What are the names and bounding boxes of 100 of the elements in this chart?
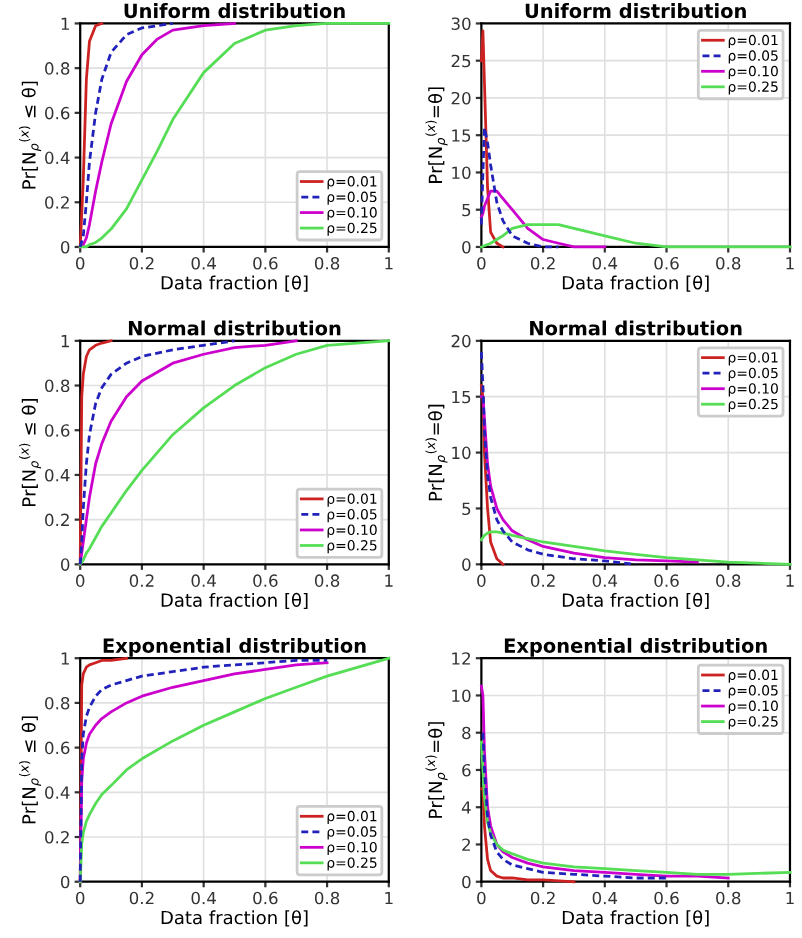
x-axis-title: Data fraction [θ]	[161, 910, 308, 927]
line-series	[479, 126, 560, 249]
y-tick-label: 5	[462, 502, 471, 516]
x-tick-label: 0.2	[530, 574, 555, 587]
x-tick-label: 1	[786, 574, 794, 587]
y-tick-label: 4	[461, 801, 471, 814]
y-tick-label: 10	[452, 689, 471, 703]
x-tick-label: 0	[76, 574, 85, 587]
x-tick-label: 1	[385, 257, 393, 270]
line-series	[479, 787, 576, 884]
x-tick-label: 0.6	[654, 574, 679, 587]
y-tick-label: 0	[60, 875, 70, 889]
y-tick-label: 0	[60, 558, 70, 571]
line-series	[78, 22, 391, 249]
y-tick-label: 0.8	[45, 379, 70, 393]
y-tick-label: 0	[462, 240, 471, 254]
line-series	[78, 656, 391, 884]
x-tick-label: 0.8	[716, 574, 741, 587]
x-tick-label: 0.6	[654, 891, 679, 905]
x-tick-label: 0.2	[530, 891, 555, 905]
x-tick-label: 0	[477, 574, 486, 587]
x-tick-label: 1	[786, 257, 794, 270]
y-tick-label: 0.4	[45, 151, 70, 165]
y-tick-label: 25	[451, 54, 471, 68]
x-tick-label: 0.6	[253, 256, 278, 270]
x-axis-title: Data fraction [θ]	[161, 275, 308, 292]
y-tick-label: 5	[462, 203, 471, 217]
x-tick-label: 0.4	[191, 574, 216, 587]
line-series	[479, 384, 505, 566]
x-tick-label: 0.6	[253, 574, 278, 587]
x-tick-label: 0.8	[716, 891, 741, 905]
chart-title: Exponential distribution	[504, 637, 767, 657]
y-tick-label: 0.2	[45, 196, 69, 209]
line-series	[481, 731, 668, 880]
x-tick-label: 0.4	[592, 891, 618, 905]
y-tick-label: 0	[462, 875, 471, 889]
y-tick-label: 0.6	[45, 106, 70, 120]
y-tick-label: 20	[451, 334, 471, 348]
y-tick-label: 15	[452, 129, 471, 142]
x-tick-label: 0	[477, 256, 486, 270]
y-axis-title: Pr[N$_{ρ}$$^{(x)}$=θ]	[425, 87, 448, 183]
line-series	[78, 339, 391, 566]
y-tick-label: 20	[451, 91, 471, 105]
x-axis-title: Data fraction [θ]	[161, 592, 308, 610]
x-tick-label: 1	[786, 891, 794, 905]
line-series	[479, 395, 699, 564]
line-series	[479, 740, 792, 876]
line-series	[479, 29, 505, 249]
x-tick-label: 0.8	[716, 256, 741, 270]
y-tick-label: 30	[451, 17, 471, 31]
y-axis-title: Pr[N$_{ρ}$$^{(x)}$=θ]	[425, 722, 448, 818]
chart-title: Normal distribution	[530, 320, 742, 336]
x-axis-title: Data fraction [θ]	[562, 275, 709, 292]
y-axis-title: Pr[N$_{ρ}$$^{(x)}$ ≤ θ]	[18, 399, 42, 506]
x-tick-label: 1	[385, 574, 393, 587]
x-axis-title: Data fraction [θ]	[562, 910, 709, 927]
y-tick-label: 2	[462, 838, 470, 851]
y-tick-label: 10	[452, 166, 471, 180]
y-tick-label: 12	[452, 652, 470, 665]
y-tick-label: 1	[61, 17, 69, 30]
y-tick-label: 0.2	[45, 513, 69, 527]
y-tick-label: 0	[462, 558, 471, 571]
x-tick-label: 0.2	[129, 574, 154, 587]
x-tick-label: 0.8	[314, 256, 340, 270]
line-series	[479, 684, 730, 880]
y-tick-label: 0	[60, 240, 70, 254]
x-tick-label: 0.8	[314, 574, 340, 587]
y-tick-label: 0.4	[45, 786, 70, 799]
x-tick-label: 0.6	[654, 256, 679, 270]
chart-title: Uniform distribution	[124, 3, 345, 19]
y-tick-label: 0.8	[45, 696, 70, 710]
y-tick-label: 6	[462, 763, 471, 777]
x-tick-label: 0.4	[191, 256, 216, 270]
y-axis-title: Pr[N$_{ρ}$$^{(x)}$ ≤ θ]	[18, 716, 42, 824]
y-tick-label: 8	[462, 726, 471, 740]
y-tick-label: 15	[452, 390, 471, 404]
x-tick-label: 0.2	[129, 256, 154, 270]
x-tick-label: 0.4	[191, 891, 216, 905]
x-tick-label: 0	[76, 256, 85, 270]
y-tick-label: 0.6	[45, 741, 70, 755]
line-series	[479, 350, 638, 566]
x-tick-label: 0	[76, 891, 85, 905]
x-tick-label: 0	[477, 891, 486, 905]
chart-title: Exponential distribution	[103, 637, 366, 657]
y-tick-label: 0.4	[45, 468, 70, 482]
x-axis-title: Data fraction [θ]	[562, 592, 709, 610]
x-tick-label: 1	[385, 891, 393, 905]
x-tick-label: 0.2	[129, 891, 154, 905]
y-tick-label: 0.6	[45, 424, 70, 437]
y-tick-label: 0.8	[45, 62, 70, 75]
x-tick-label: 0.4	[592, 574, 618, 587]
y-tick-label: 1	[61, 652, 69, 665]
x-tick-label: 0.6	[253, 891, 278, 905]
x-tick-label: 0.8	[314, 891, 340, 905]
y-axis-title: Pr[N$_{ρ}$$^{(x)}$ ≤ θ]	[18, 81, 42, 189]
y-tick-label: 10	[452, 446, 471, 460]
y-tick-label: 1	[61, 335, 69, 348]
chart-title: Uniform distribution	[525, 3, 746, 19]
x-tick-label: 0.4	[592, 256, 618, 270]
line-series	[479, 189, 607, 249]
